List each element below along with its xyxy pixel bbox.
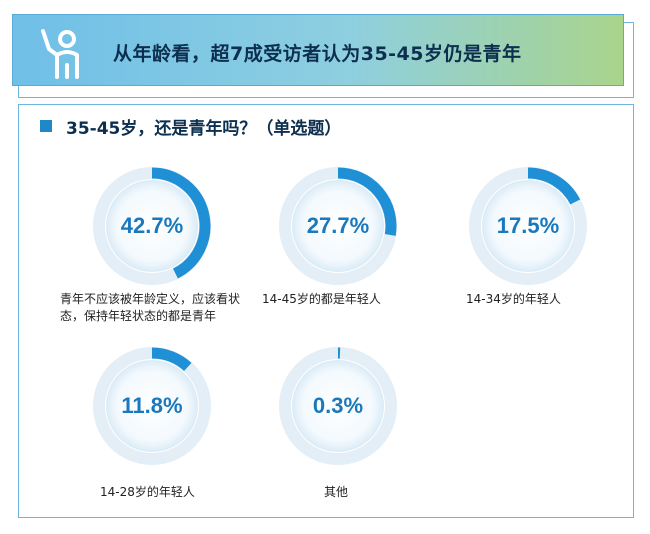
donut-disc-3 (482, 180, 574, 272)
category-label-5: 其他 (324, 485, 349, 499)
category-label-3: 14-34岁的年轻人 (466, 292, 561, 306)
donut-chart-2: 27.7% (272, 160, 404, 292)
donut-value-2: 27.7% (306, 213, 370, 238)
category-label-4: 14-28岁的年轻人 (100, 485, 195, 499)
donut-svg-5 (279, 347, 397, 465)
donut-chart-5: 0.3% (272, 340, 404, 472)
question-marker (40, 120, 52, 132)
donut-disc-1 (106, 180, 198, 272)
question-title: 35-45岁，还是青年吗？（单选题） (66, 119, 342, 139)
donut-disc-5 (292, 360, 384, 452)
title-banner: 从年龄看，超7成受访者认为35-45岁仍是青年 (12, 14, 624, 86)
donut-svg-2 (279, 167, 397, 285)
donut-svg-1 (93, 167, 211, 285)
donut-arc-4 (151, 347, 192, 372)
category-label-2: 14-45岁的都是年轻人 (262, 292, 381, 306)
donut-svg-3 (469, 167, 587, 285)
donut-disc-4 (106, 360, 198, 452)
donut-chart-1: 42.7% (86, 160, 218, 292)
donut-value-5: 0.3% (312, 393, 364, 418)
donut-disc-2 (292, 180, 384, 272)
donut-chart-4: 11.8% (86, 340, 218, 472)
donut-chart-3: 17.5% (462, 160, 594, 292)
donut-arc-3 (527, 167, 581, 205)
donut-arc-1 (151, 167, 211, 279)
donut-arc-2 (337, 167, 397, 236)
category-label-1: 青年不应该被年龄定义，应该看状态，保持年轻状态的都是青年 (60, 292, 241, 323)
donut-value-3: 17.5% (496, 213, 560, 238)
donut-svg-4 (93, 347, 211, 465)
donut-value-4: 11.8% (121, 393, 183, 418)
banner-title: 从年龄看，超7成受访者认为35-45岁仍是青年 (113, 43, 522, 65)
donut-value-1: 42.7% (120, 213, 184, 238)
person-waving-icon (41, 29, 79, 79)
